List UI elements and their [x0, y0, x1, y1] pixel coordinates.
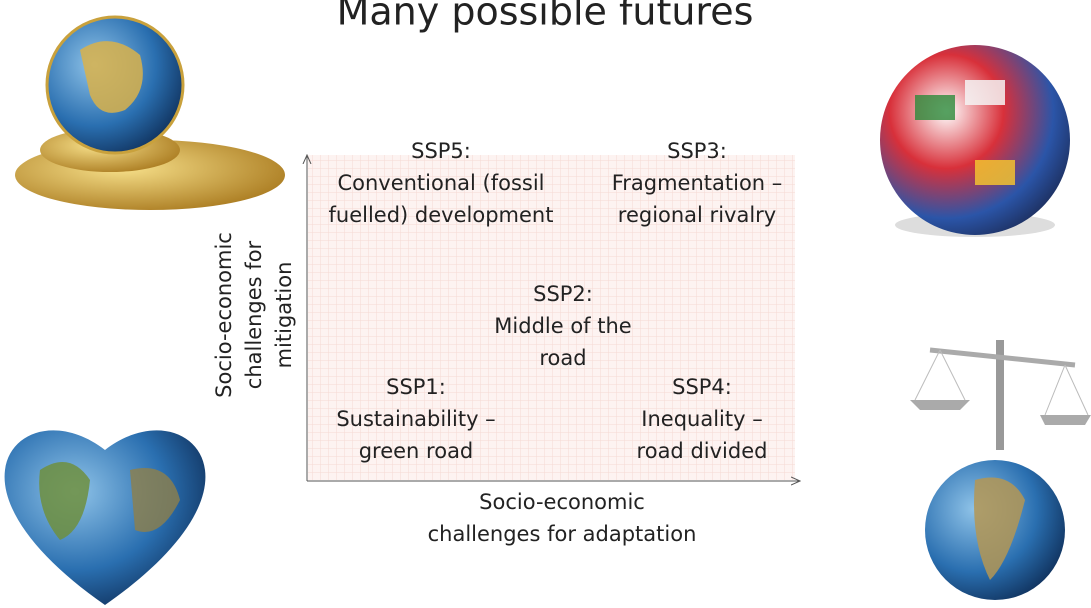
scenario-line: SSP5: — [411, 139, 471, 163]
scenario-line: road — [539, 346, 586, 370]
scales-globe-image — [910, 340, 1091, 600]
flags-globe-image — [880, 45, 1070, 237]
scenario-line: Fragmentation – — [612, 171, 783, 195]
title: Many possible futures — [337, 0, 754, 34]
x-axis-label-line: Socio-economic — [479, 490, 645, 514]
y-axis-label-line: Socio-economic — [212, 232, 236, 398]
scenario-line: Conventional (fossil — [337, 171, 544, 195]
x-axis-label-line: challenges for adaptation — [428, 522, 697, 546]
scenario-line: Inequality – — [641, 407, 762, 431]
scenario-line: SSP4: — [672, 375, 732, 399]
scenario-line: Middle of the — [494, 314, 631, 338]
scenario-line: green road — [359, 439, 474, 463]
scenario-line: SSP2: — [533, 282, 593, 306]
y-axis-label-line: mitigation — [272, 262, 296, 369]
scenario-line: road divided — [637, 439, 768, 463]
scenario-line: SSP1: — [386, 375, 446, 399]
heart-earth-image — [5, 430, 206, 605]
scenario-line: regional rivalry — [618, 203, 776, 227]
coins-globe-image — [15, 17, 285, 210]
x-axis-label: Socio-economic challenges for adaptation — [428, 490, 697, 546]
y-axis-label-line: challenges for — [242, 240, 266, 389]
scenario-line: fuelled) development — [329, 203, 554, 227]
scenario-line: SSP3: — [667, 139, 727, 163]
slide: Many possible futures Socio-economicchal… — [0, 0, 1091, 608]
scenario-line: Sustainability – — [336, 407, 495, 431]
